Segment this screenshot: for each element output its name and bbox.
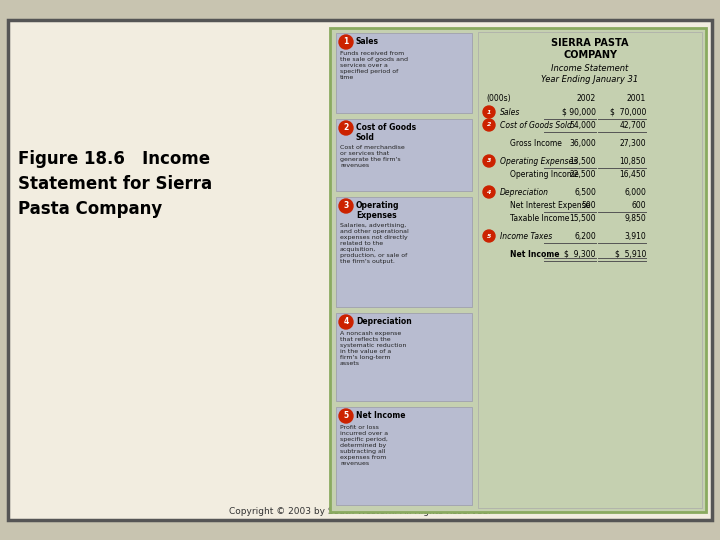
Text: 1: 1 <box>343 37 348 46</box>
Text: Income Statement: Income Statement <box>552 64 629 73</box>
Circle shape <box>483 106 495 118</box>
Text: 6,500: 6,500 <box>574 188 596 197</box>
Text: Cost of Goods
Sold: Cost of Goods Sold <box>356 123 416 143</box>
Circle shape <box>483 155 495 167</box>
Text: Salaries, advertising,
and other operational
expenses not directly
related to th: Salaries, advertising, and other operati… <box>340 223 409 264</box>
Text: $  9,300: $ 9,300 <box>564 250 596 259</box>
Circle shape <box>339 315 353 329</box>
Text: Operating Income: Operating Income <box>510 170 579 179</box>
Text: A noncash expense
that reflects the
systematic reduction
in the value of a
firm': A noncash expense that reflects the syst… <box>340 331 406 366</box>
Text: Sales: Sales <box>500 108 521 117</box>
FancyBboxPatch shape <box>336 119 472 191</box>
Text: 5: 5 <box>487 233 491 239</box>
Text: $ 90,000: $ 90,000 <box>562 108 596 117</box>
Text: 15,500: 15,500 <box>570 214 596 223</box>
Text: $  5,910: $ 5,910 <box>615 250 646 259</box>
Text: 54,000: 54,000 <box>570 121 596 130</box>
Text: Profit or loss
incurred over a
specific period,
determined by
subtracting all
ex: Profit or loss incurred over a specific … <box>340 425 388 466</box>
Text: 3: 3 <box>343 201 348 211</box>
Text: Income Taxes: Income Taxes <box>500 232 552 241</box>
Text: 22,500: 22,500 <box>570 170 596 179</box>
Text: SIERRA PASTA
COMPANY: SIERRA PASTA COMPANY <box>552 38 629 60</box>
Text: Net Income: Net Income <box>510 250 559 259</box>
Text: $  70,000: $ 70,000 <box>610 108 646 117</box>
Circle shape <box>483 119 495 131</box>
FancyBboxPatch shape <box>8 20 712 520</box>
FancyBboxPatch shape <box>336 313 472 401</box>
Text: 4: 4 <box>343 318 348 327</box>
Text: 9,850: 9,850 <box>624 214 646 223</box>
Text: Net Income: Net Income <box>356 411 405 420</box>
Circle shape <box>483 230 495 242</box>
Text: 16,450: 16,450 <box>619 170 646 179</box>
Text: Copyright © 2003 by South-Western. All Rights Reserved.: Copyright © 2003 by South-Western. All R… <box>229 507 491 516</box>
Text: 500: 500 <box>581 201 596 210</box>
Text: Figure 18.6   Income
Statement for Sierra
Pasta Company: Figure 18.6 Income Statement for Sierra … <box>18 150 212 218</box>
Text: 1: 1 <box>487 110 491 114</box>
Text: 2: 2 <box>343 124 348 132</box>
Text: 27,300: 27,300 <box>619 139 646 148</box>
FancyBboxPatch shape <box>336 407 472 505</box>
Text: Operating
Expenses: Operating Expenses <box>356 201 400 220</box>
Text: Cost of merchandise
or services that
generate the firm's
revenues: Cost of merchandise or services that gen… <box>340 145 405 168</box>
Text: 2: 2 <box>487 123 491 127</box>
Text: 4: 4 <box>487 190 491 194</box>
Circle shape <box>339 121 353 135</box>
Text: 6,000: 6,000 <box>624 188 646 197</box>
Text: 13,500: 13,500 <box>570 157 596 166</box>
Text: 42,700: 42,700 <box>619 121 646 130</box>
Text: 36,000: 36,000 <box>570 139 596 148</box>
Text: Taxable Income: Taxable Income <box>510 214 570 223</box>
Circle shape <box>483 186 495 198</box>
FancyBboxPatch shape <box>336 33 472 113</box>
Circle shape <box>339 199 353 213</box>
Circle shape <box>339 409 353 423</box>
Text: (000s): (000s) <box>486 94 510 103</box>
Text: Operating Expenses: Operating Expenses <box>500 157 577 166</box>
Circle shape <box>339 35 353 49</box>
Text: 3,910: 3,910 <box>624 232 646 241</box>
Text: Sales: Sales <box>356 37 379 46</box>
Text: 5: 5 <box>343 411 348 421</box>
Text: 3: 3 <box>487 159 491 164</box>
Text: Depreciation: Depreciation <box>356 317 412 326</box>
Text: 2001: 2001 <box>626 94 646 103</box>
Text: Depreciation: Depreciation <box>500 188 549 197</box>
Text: Net Interest Expense: Net Interest Expense <box>510 201 590 210</box>
Text: 6,200: 6,200 <box>575 232 596 241</box>
Text: 10,850: 10,850 <box>619 157 646 166</box>
Text: Cost of Goods Sold: Cost of Goods Sold <box>500 121 572 130</box>
FancyBboxPatch shape <box>330 28 706 512</box>
Text: Funds received from
the sale of goods and
services over a
specified period of
ti: Funds received from the sale of goods an… <box>340 51 408 80</box>
Text: 2002: 2002 <box>577 94 596 103</box>
Text: Year Ending January 31: Year Ending January 31 <box>541 75 639 84</box>
FancyBboxPatch shape <box>336 197 472 307</box>
FancyBboxPatch shape <box>478 32 702 508</box>
Text: Gross Income: Gross Income <box>510 139 562 148</box>
Text: 600: 600 <box>631 201 646 210</box>
